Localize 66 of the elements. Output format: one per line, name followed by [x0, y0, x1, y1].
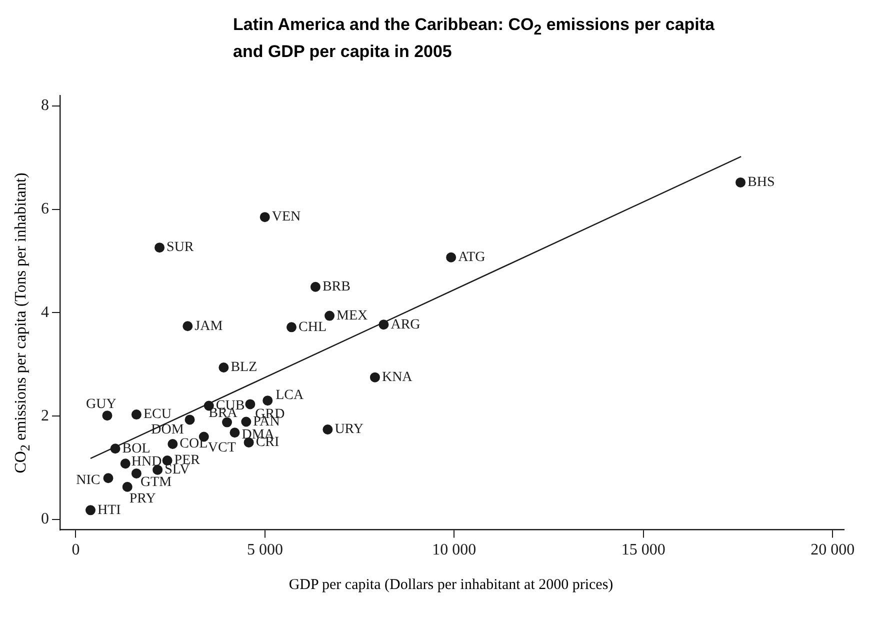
point [241, 417, 252, 428]
annotation: CHL [298, 320, 327, 336]
point [184, 415, 195, 426]
x-tick-label: 15 000 [621, 542, 666, 559]
annotation: ATG [458, 250, 486, 266]
point [120, 459, 130, 470]
point [102, 410, 112, 421]
x-axis-title: GDP per capita (Dollars per inhabitant at 2000 prices) [288, 577, 614, 594]
annotation: MEX [336, 308, 368, 324]
point [736, 178, 746, 188]
annotation: SUR [166, 240, 194, 256]
x-tick-label: 0 [72, 542, 80, 559]
x-tick-label: 5 000 [246, 542, 283, 559]
annotation: URY [334, 422, 364, 438]
point [168, 439, 178, 450]
annotation: HTI [98, 503, 122, 518]
point [324, 311, 335, 322]
annotation: HND [131, 454, 162, 470]
point [222, 418, 232, 428]
chart-title: Latin America and the Caribbean: CO$_{2}$ emissions per capita and GDP per capita in 2005 [233, 15, 714, 62]
point [218, 362, 229, 373]
annotation: BRB [322, 280, 350, 295]
point [152, 465, 163, 476]
y-tick-label: 4 [41, 304, 49, 322]
annotation: KNA [382, 370, 414, 386]
y-tick-label: 8 [41, 98, 49, 115]
point [260, 212, 270, 222]
y-tick-label: 6 [41, 200, 49, 218]
point [154, 242, 165, 253]
point [86, 506, 96, 516]
annotation: VCT [208, 440, 236, 456]
annotation: DOM [151, 422, 184, 438]
point [378, 320, 389, 330]
annotation: CRI [256, 436, 280, 451]
point [131, 410, 142, 420]
x-tick-label: 10 000 [432, 542, 476, 559]
point [310, 282, 320, 292]
annotation: SLV [164, 462, 190, 478]
annotation: NIC [76, 473, 100, 488]
point [230, 428, 240, 438]
annotation: JAM [194, 319, 224, 334]
annotation: BHS [748, 176, 775, 191]
point [103, 474, 114, 484]
point [370, 372, 380, 383]
annotation: VEN [272, 210, 301, 226]
point [262, 396, 273, 406]
point [182, 322, 193, 332]
annotation: BLZ [230, 360, 258, 376]
x-tick-label: 20 000 [810, 542, 855, 559]
point [286, 322, 297, 333]
point [245, 400, 256, 410]
point [244, 438, 254, 448]
annotation: BOL [122, 442, 150, 457]
annotation: LCA [276, 388, 305, 404]
point [322, 424, 333, 435]
annotation: ECU [143, 408, 172, 423]
annotation: PRY [129, 492, 156, 507]
annotation: GUY [86, 398, 116, 413]
point [446, 252, 456, 263]
annotation: GTM [140, 476, 172, 491]
point [122, 482, 132, 492]
annotation: ARG [390, 318, 420, 333]
point [110, 444, 120, 454]
point [131, 468, 142, 479]
y-tick-label: 0 [41, 511, 49, 528]
y-tick-label: 2 [41, 408, 49, 425]
